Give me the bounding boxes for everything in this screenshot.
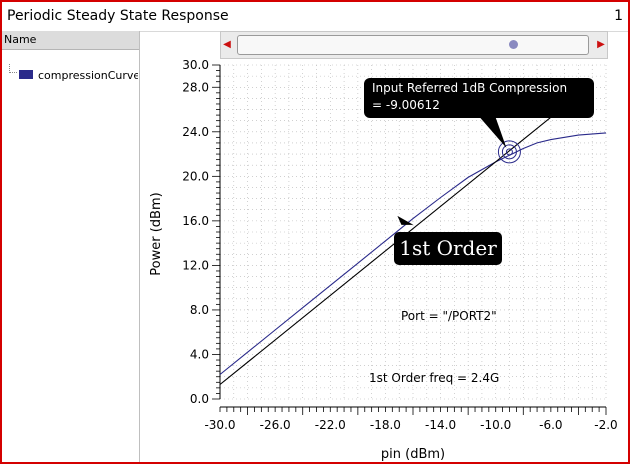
marker-layer (397, 116, 521, 225)
scroll-left-arrow-icon[interactable]: ◀ (223, 39, 231, 50)
y-tick-label: 20.0 (182, 169, 209, 183)
legend-column-header[interactable]: Name (2, 31, 139, 50)
scroll-right-arrow-icon[interactable]: ▶ (597, 39, 605, 50)
y-tick-label: 28.0 (182, 80, 209, 94)
subwindow-number[interactable]: 1 (614, 8, 623, 24)
x-tick-label: -18.0 (370, 418, 401, 432)
compression-curve-line (219, 132, 607, 375)
legend-entry-compression-curve[interactable]: compressionCurve (38, 69, 138, 82)
port-annotation: Port = "/PORT2" (401, 309, 497, 323)
frequency-annotation: 1st Order freq = 2.4G (369, 371, 500, 385)
y-tick-label: 16.0 (182, 214, 209, 228)
x-tick-label: -22.0 (315, 418, 346, 432)
title-bar: Periodic Steady State Response 1 (2, 2, 628, 32)
y-tick-label: 0.0 (190, 392, 209, 406)
compression-marker-ring (505, 148, 513, 156)
x-tick-label: -2.0 (594, 418, 617, 432)
first-order-label[interactable]: 1st Order (394, 232, 502, 265)
axes-layer: -30.0 -26.0 -22.0 -18.0 -14.0 -10.0 -6.0 -2.0 0.… (182, 58, 617, 432)
x-tick-label: -10.0 (480, 418, 511, 432)
callout-title: Input Referred 1dB Compression (372, 81, 568, 95)
y-tick-label: 4.0 (190, 347, 209, 361)
x-tick-label: -14.0 (425, 418, 456, 432)
x-tick-label: -26.0 (260, 418, 291, 432)
compression-callout[interactable]: Input Referred 1dB Compression = -9.0061… (364, 78, 594, 118)
legend-color-swatch[interactable] (19, 70, 33, 79)
y-tick-label: 12.0 (182, 258, 209, 272)
horizontal-scrollbar[interactable]: ◀ ▶ (220, 31, 608, 59)
y-tick-label: 8.0 (190, 303, 209, 317)
tree-connector (9, 64, 17, 73)
grid-layer (219, 64, 607, 400)
x-axis-label: pin (dBm) (381, 447, 445, 462)
y-tick-label: 24.0 (182, 125, 209, 139)
y-axis-label: Power (dBm) (149, 192, 164, 275)
legend-header-label: Name (4, 33, 37, 46)
legend-panel: Name compressionCurve (2, 31, 140, 462)
x-tick-label: -30.0 (204, 418, 235, 432)
compression-marker-ring (497, 140, 521, 164)
callout-pointer (479, 116, 507, 148)
compression-marker-ring (501, 144, 517, 160)
scrollbar-thumb[interactable] (237, 35, 589, 55)
order-label-pointer (397, 215, 414, 225)
x-tick-label: -6.0 (539, 418, 562, 432)
callout-value: = -9.00612 (372, 98, 440, 112)
window-title: Periodic Steady State Response (7, 8, 229, 24)
scroll-grip-icon[interactable] (509, 40, 518, 49)
y-tick-label: 30.0 (182, 58, 209, 72)
